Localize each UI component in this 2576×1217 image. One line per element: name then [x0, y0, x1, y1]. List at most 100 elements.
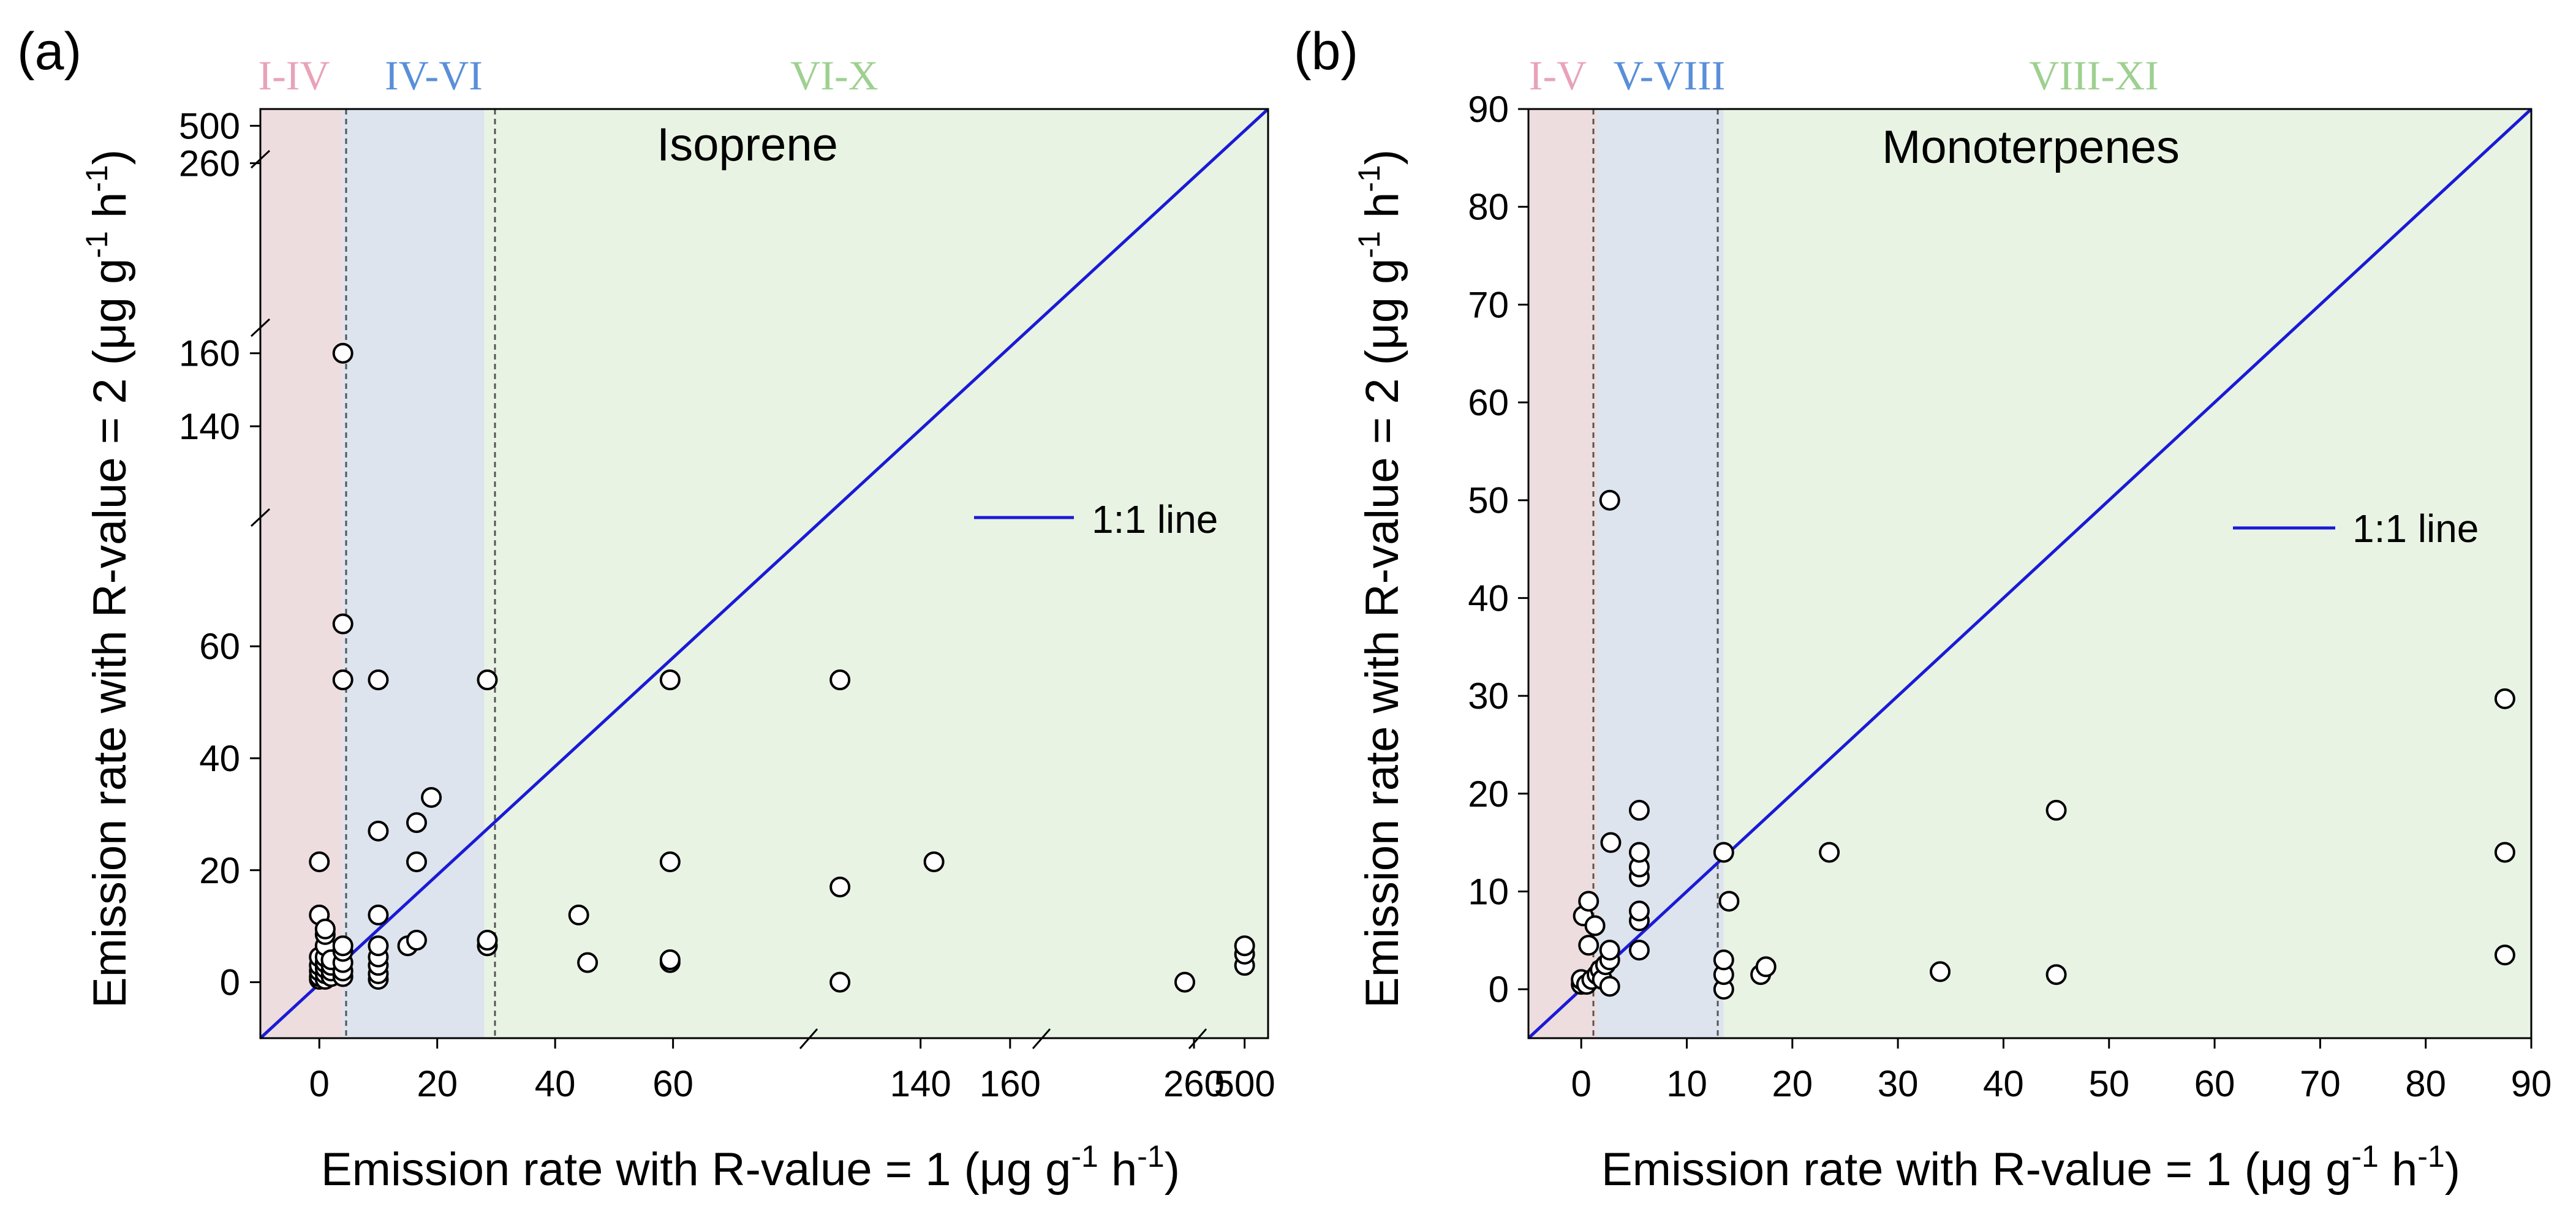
panel-a-y-tick-label: 60	[199, 626, 240, 667]
panel-a-x-tick-label: 0	[309, 1063, 330, 1104]
panel-a-region-label-2: IV-VI	[385, 52, 483, 99]
panel-a-legend: 1:1 line	[974, 497, 1218, 541]
panel-b-x-tick-label: 90	[2511, 1063, 2552, 1104]
panel-a-data-point	[659, 949, 681, 971]
panel-b-one-to-one-line-path	[1527, 108, 2533, 1039]
panel-b-region-band-3	[1723, 109, 2531, 1038]
panel-b-x-tick-label: 70	[2300, 1063, 2341, 1104]
panel-a-data-point	[309, 851, 330, 873]
panel-a-one-to-one-line	[259, 108, 1269, 1039]
panel-a-data-point	[577, 952, 599, 973]
panel-b-y-tick-label: 70	[1468, 284, 1509, 325]
panel-b-x-tick-label: 60	[2194, 1063, 2235, 1104]
panel-b-data-point	[1599, 976, 1620, 997]
panel-b-y-tick-label: 90	[1468, 89, 1509, 130]
panel-b-x-axis-label: Emission rate with R-value = 1 (μg g-1 h…	[1601, 1139, 2460, 1196]
panel-a-region-band-3	[484, 109, 1268, 1038]
panel-b-data-point	[1578, 891, 1600, 912]
panel-a-plot-frame	[259, 108, 1269, 1039]
panel-b-data-point	[2045, 799, 2067, 821]
panel-b-data-point	[1600, 832, 1622, 853]
panel-b-x-tick-label: 0	[1571, 1063, 1591, 1104]
panel-b-data-point	[1755, 956, 1777, 978]
panel-a-y-tick-label: 0	[220, 962, 240, 1003]
panel-b-data-point	[2045, 964, 2067, 985]
panel-b-x-tick-label: 40	[1983, 1063, 2024, 1104]
panel-b-data-point	[1584, 915, 1606, 936]
panel-b-y-axis-label: Emission rate with R-value = 2 (μg g-1 h…	[1352, 149, 1408, 1008]
panel-a-x-tick-label: 60	[652, 1063, 693, 1104]
panel-a-data-point	[314, 918, 336, 940]
panel-a-data-point	[406, 851, 428, 873]
panel-a-data-point	[1234, 935, 1255, 957]
panel-a-x-tick-label: 500	[1214, 1063, 1275, 1104]
panel-b-x-axis: 0 10 20 30 40 50 60 70 80 90	[1571, 1038, 2551, 1104]
panel-a-data-point	[332, 935, 353, 957]
panel-b-y-tick-label: 80	[1468, 187, 1509, 228]
panel-a-data-point	[368, 669, 389, 691]
panel-a-data-point	[829, 971, 851, 993]
panel-b-data-point	[2494, 944, 2515, 966]
panel-b-data-point	[2494, 842, 2515, 863]
panel-a-y-break-mark	[250, 508, 271, 527]
panel-b-data-point	[1628, 900, 1650, 922]
panel-b-data-point	[1713, 949, 1734, 971]
panel-b-legend: 1:1 line	[2233, 507, 2479, 551]
panel-b-y-tick-label: 10	[1468, 871, 1509, 912]
panel-b-x-tick-label: 30	[1878, 1063, 1919, 1104]
panel-b-legend-label: 1:1 line	[2352, 507, 2479, 551]
panel-a-y-tick-label: 500	[179, 105, 240, 146]
panel-b-data-point	[1599, 489, 1620, 511]
panel-a-x-tick-label: 20	[417, 1063, 458, 1104]
panel-a-data-point	[332, 613, 353, 635]
panel-a-region-label-3: VI-X	[790, 52, 878, 99]
panel-b-data-point	[1819, 842, 1840, 863]
panel-a-data-point	[332, 669, 353, 691]
panel-a-y-tick-label: 140	[179, 406, 240, 447]
panel-b-monoterpenes-chart: 0 10 20 30 40 50 60 70 80 90 0102030405060708090 …	[1294, 22, 2551, 1196]
panel-b-x-tick-label: 10	[1666, 1063, 1707, 1104]
panel-b-data-point	[1628, 799, 1650, 821]
panel-b-data-point	[1718, 891, 1740, 912]
panel-a-x-tick-label: 140	[890, 1063, 951, 1104]
panel-a-data-point	[659, 669, 681, 691]
panel-b-data-points	[1571, 489, 2515, 1000]
panel-a-label: (a)	[17, 22, 81, 81]
panel-a-y-break-mark	[250, 149, 271, 169]
panel-a-y-tick-label: 20	[199, 850, 240, 891]
panel-a-y-tick-label: 40	[199, 738, 240, 779]
panel-a-title: Isoprene	[657, 119, 838, 171]
panel-b-region-label-2: V-VIII	[1614, 52, 1726, 99]
panel-a-x-axis-label: Emission rate with R-value = 1 (μg g-1 h…	[321, 1139, 1180, 1196]
panel-a-x-break-mark	[1032, 1028, 1051, 1049]
panel-a-data-point	[368, 820, 389, 842]
panel-b-y-tick-label: 40	[1468, 578, 1509, 619]
panel-a-data-point	[368, 904, 389, 925]
panel-b-plot-frame	[1527, 108, 2533, 1039]
panel-a-data-point	[829, 876, 851, 898]
panel-b-region-label-3: VIII-XI	[2029, 52, 2158, 99]
panel-a-data-point	[477, 930, 498, 951]
panel-a-data-point	[923, 851, 945, 873]
panel-a-x-tick-label: 40	[535, 1063, 576, 1104]
panel-a-legend-label: 1:1 line	[1092, 497, 1218, 541]
panel-b-y-tick-label: 0	[1489, 969, 1509, 1010]
panel-a-x-tick-label: 160	[980, 1063, 1041, 1104]
panel-a-y-tick-label: 260	[179, 143, 240, 184]
panel-b-data-point	[1930, 961, 1951, 982]
panel-b-x-tick-label: 80	[2405, 1063, 2446, 1104]
panel-b-data-point	[1628, 842, 1650, 863]
panel-a-y-tick-label: 160	[179, 333, 240, 374]
panel-a-data-point	[829, 669, 851, 691]
panel-b-title: Monoterpenes	[1882, 121, 2180, 173]
panel-a-data-point	[568, 904, 589, 925]
panel-b-x-tick-label: 20	[1772, 1063, 1813, 1104]
panel-b-label: (b)	[1294, 22, 1358, 81]
panel-b-data-point	[1578, 935, 1600, 956]
panel-b-x-tick-label: 50	[2088, 1063, 2129, 1104]
panel-a-axis-breaks	[250, 149, 1207, 1049]
panel-a-data-point	[406, 930, 428, 951]
